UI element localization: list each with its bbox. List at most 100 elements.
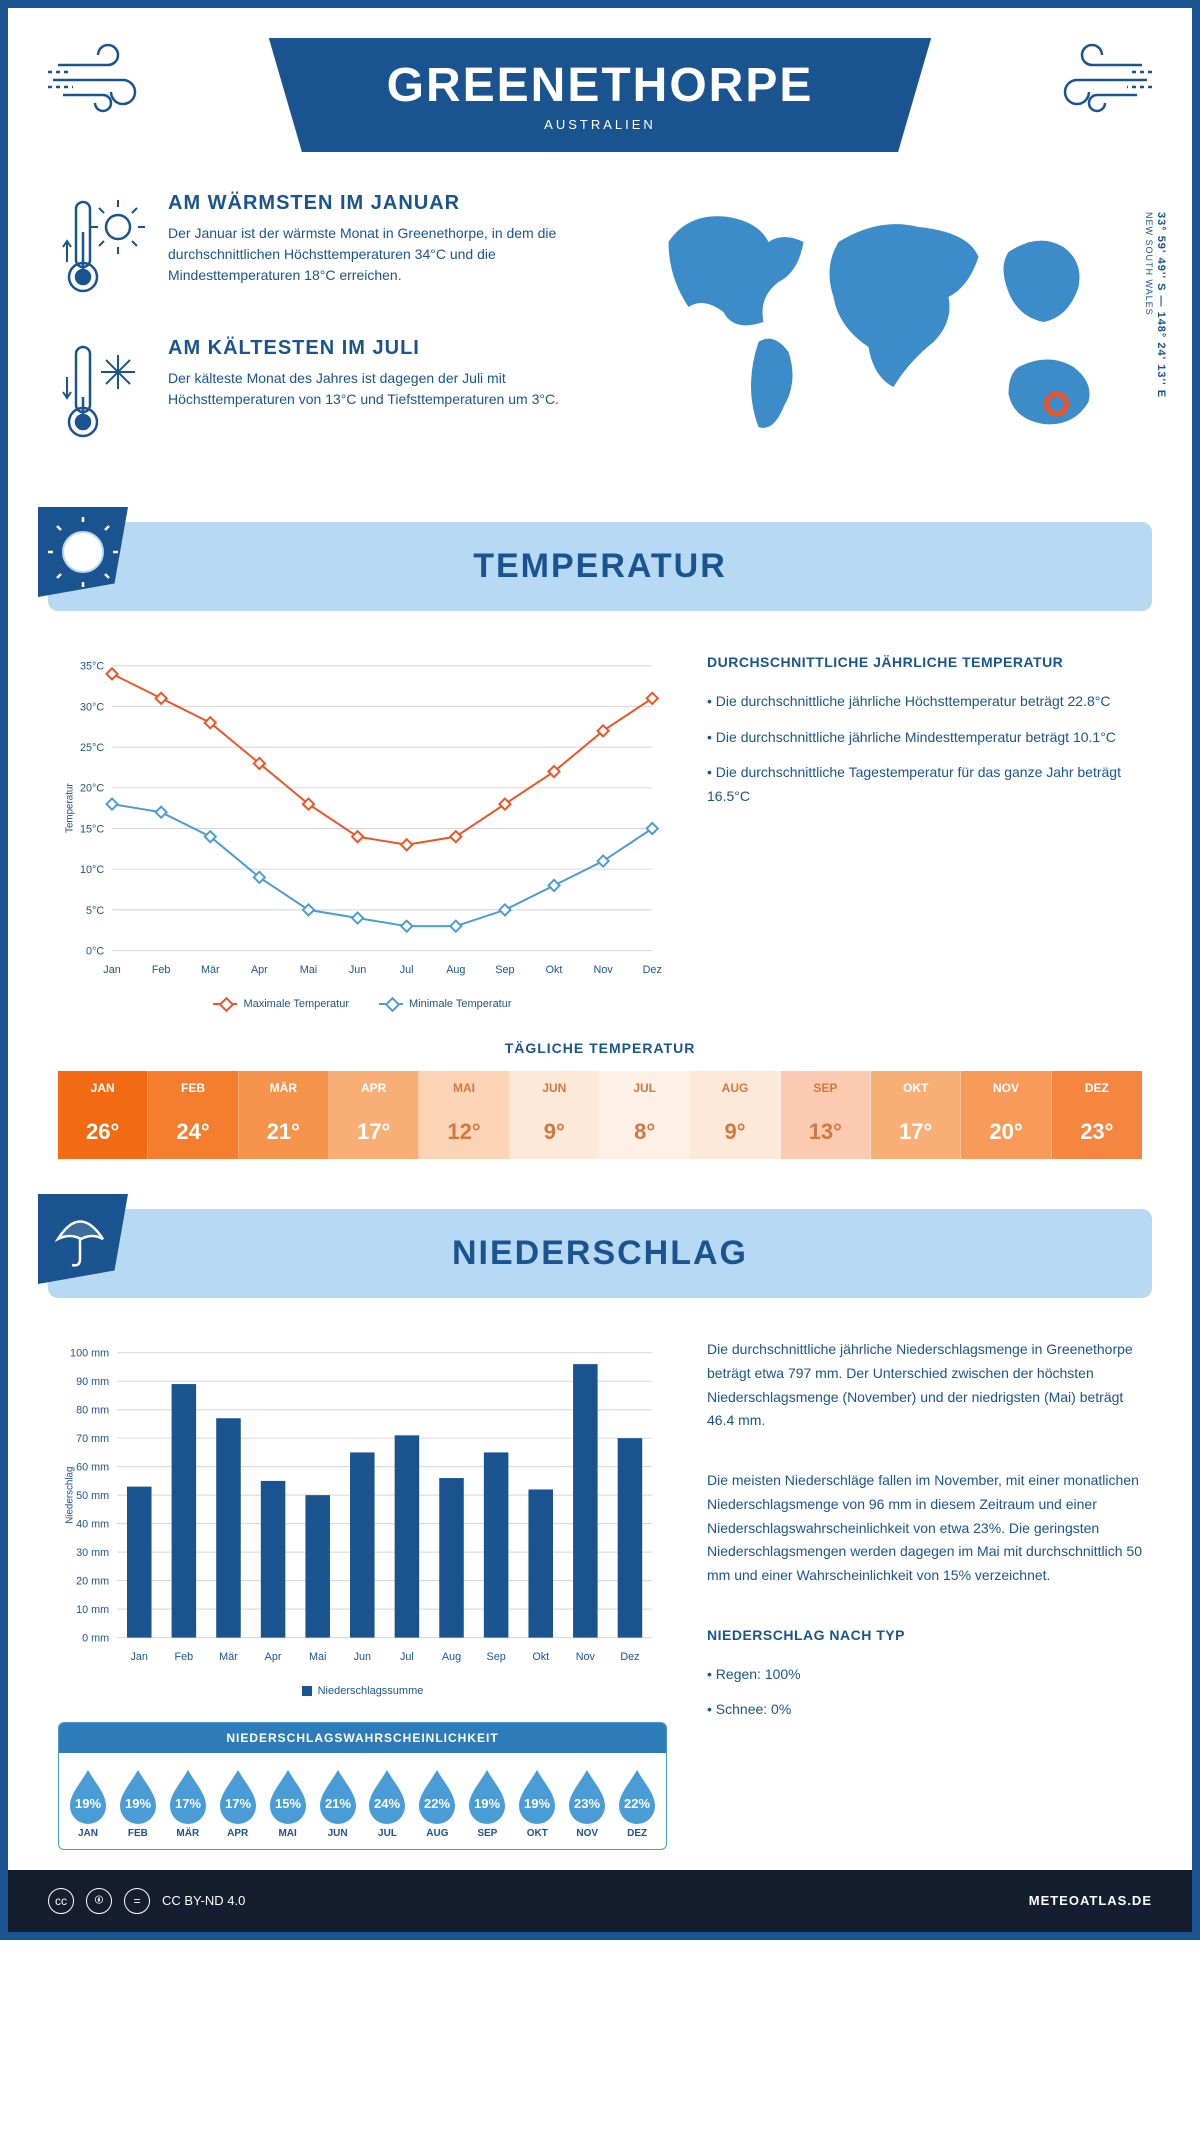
nd-icon: = (124, 1888, 150, 1914)
svg-text:24%: 24% (374, 1796, 400, 1811)
svg-text:15%: 15% (275, 1796, 301, 1811)
legend-min: Minimale Temperatur (409, 998, 512, 1010)
svg-text:22%: 22% (424, 1796, 450, 1811)
svg-text:0°C: 0°C (86, 946, 104, 958)
probability-drop: 22% DEZ (613, 1768, 661, 1839)
yearly-temp-title: DURCHSCHNITTLICHE JÄHRLICHE TEMPERATUR (707, 651, 1142, 675)
svg-text:Jun: Jun (354, 1651, 371, 1663)
svg-text:Jan: Jan (103, 964, 120, 976)
svg-text:10 mm: 10 mm (76, 1604, 109, 1616)
probability-drop: 23% NOV (563, 1768, 611, 1839)
svg-text:Aug: Aug (446, 964, 465, 976)
svg-text:Feb: Feb (152, 964, 171, 976)
coldest-text: Der kälteste Monat des Jahres ist dagege… (168, 368, 585, 410)
sun-icon (48, 517, 118, 587)
svg-text:0 mm: 0 mm (82, 1632, 109, 1644)
svg-text:Mär: Mär (201, 964, 220, 976)
header-row: GREENETHORPE AUSTRALIEN (8, 8, 1192, 152)
svg-text:19%: 19% (75, 1796, 101, 1811)
svg-text:Apr: Apr (251, 964, 268, 976)
umbrella-icon (48, 1204, 113, 1269)
probability-drop: 15% MAI (264, 1768, 312, 1839)
coords-region: NEW SOUTH WALES (1144, 212, 1154, 316)
page-title: GREENETHORPE (269, 58, 931, 113)
by-icon: 🅯 (86, 1888, 112, 1914)
probability-drop: 19% OKT (513, 1768, 561, 1839)
warmest-fact: AM WÄRMSTEN IM JANUAR Der Januar ist der… (58, 192, 585, 307)
daily-cell: JAN26° (58, 1071, 148, 1159)
svg-text:19%: 19% (474, 1796, 500, 1811)
svg-text:Jun: Jun (349, 964, 366, 976)
probability-drop: 24% JUL (364, 1768, 412, 1839)
svg-text:Okt: Okt (546, 964, 563, 976)
probability-drop: 21% JUN (314, 1768, 362, 1839)
coords-value: 33° 59' 49'' S — 148° 24' 13'' E (1155, 212, 1167, 398)
svg-text:30°C: 30°C (80, 701, 104, 713)
daily-cell: JUL8° (600, 1071, 690, 1159)
svg-text:Jan: Jan (131, 1651, 148, 1663)
daily-cell: JUN9° (510, 1071, 600, 1159)
probability-drop: 19% JAN (64, 1768, 112, 1839)
daily-cell: OKT17° (871, 1071, 961, 1159)
thermometer-hot-icon (58, 192, 148, 302)
probability-drop: 19% FEB (114, 1768, 162, 1839)
intro-section: AM WÄRMSTEN IM JANUAR Der Januar ist der… (8, 152, 1192, 502)
svg-text:Niederschlag: Niederschlag (65, 1466, 76, 1523)
svg-text:17%: 17% (175, 1796, 201, 1811)
daily-cell: MÄR21° (239, 1071, 329, 1159)
wind-icon-right (1032, 35, 1152, 125)
site-name: METEOATLAS.DE (1029, 1893, 1152, 1908)
probability-drops: 19% JAN 19% FEB 17% MÄR 17% APR (59, 1753, 666, 1849)
license-text: CC BY-ND 4.0 (162, 1893, 245, 1908)
svg-text:20°C: 20°C (80, 783, 104, 795)
daily-temp-grid: JAN26°FEB24°MÄR21°APR17°MAI12°JUN9°JUL8°… (58, 1071, 1142, 1159)
svg-text:30 mm: 30 mm (76, 1547, 109, 1559)
daily-cell: MAI12° (419, 1071, 509, 1159)
daily-cell: FEB24° (148, 1071, 238, 1159)
temperature-header: TEMPERATUR (48, 522, 1152, 611)
coordinates: 33° 59' 49'' S — 148° 24' 13'' E NEW SOU… (1143, 212, 1167, 398)
svg-text:10°C: 10°C (80, 864, 104, 876)
probability-drop: 17% APR (214, 1768, 262, 1839)
svg-text:Nov: Nov (576, 1651, 596, 1663)
daily-cell: SEP13° (781, 1071, 871, 1159)
world-map-icon (615, 192, 1142, 452)
precip-type-b1: • Regen: 100% (707, 1663, 1142, 1687)
svg-text:17%: 17% (225, 1796, 251, 1811)
yearly-b1: • Die durchschnittliche jährliche Höchst… (707, 690, 1142, 714)
daily-cell: AUG9° (690, 1071, 780, 1159)
svg-text:Jul: Jul (400, 1651, 414, 1663)
precip-p1: Die durchschnittliche jährliche Niedersc… (707, 1338, 1142, 1433)
precipitation-title: NIEDERSCHLAG (48, 1234, 1152, 1273)
coldest-title: AM KÄLTESTEN IM JULI (168, 337, 585, 360)
yearly-b2: • Die durchschnittliche jährliche Mindes… (707, 726, 1142, 750)
precip-legend-label: Niederschlagssumme (318, 1685, 424, 1697)
svg-text:70 mm: 70 mm (76, 1433, 109, 1445)
daily-cell: DEZ23° (1052, 1071, 1142, 1159)
svg-text:80 mm: 80 mm (76, 1405, 109, 1417)
svg-text:Sep: Sep (487, 1651, 506, 1663)
cc-icon: cc (48, 1888, 74, 1914)
precip-type-title: NIEDERSCHLAG NACH TYP (707, 1624, 1142, 1648)
svg-text:Aug: Aug (442, 1651, 461, 1663)
svg-text:90 mm: 90 mm (76, 1376, 109, 1388)
svg-text:21%: 21% (325, 1796, 351, 1811)
warmest-text: Der Januar ist der wärmste Monat in Gree… (168, 223, 585, 286)
svg-text:35°C: 35°C (80, 661, 104, 673)
temp-legend: .legend-item:nth-child(1) .legend-swatch… (58, 998, 667, 1010)
svg-text:40 mm: 40 mm (76, 1519, 109, 1531)
precipitation-header: NIEDERSCHLAG (48, 1209, 1152, 1298)
svg-text:Okt: Okt (532, 1651, 549, 1663)
probability-drop: 19% SEP (463, 1768, 511, 1839)
svg-text:100 mm: 100 mm (70, 1348, 109, 1360)
svg-text:19%: 19% (524, 1796, 550, 1811)
legend-max: Maximale Temperatur (243, 998, 349, 1010)
svg-text:Temperatur: Temperatur (65, 783, 76, 833)
prob-title: NIEDERSCHLAGSWAHRSCHEINLICHKEIT (59, 1723, 666, 1753)
svg-text:19%: 19% (125, 1796, 151, 1811)
svg-text:23%: 23% (574, 1796, 600, 1811)
temperature-title: TEMPERATUR (48, 547, 1152, 586)
warmest-title: AM WÄRMSTEN IM JANUAR (168, 192, 585, 215)
precip-p2: Die meisten Niederschläge fallen im Nove… (707, 1469, 1142, 1588)
svg-text:Sep: Sep (495, 964, 514, 976)
